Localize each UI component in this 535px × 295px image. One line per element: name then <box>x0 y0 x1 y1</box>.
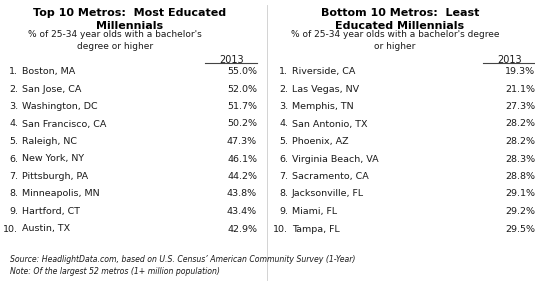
Text: Miami, FL: Miami, FL <box>292 207 337 216</box>
Text: Boston, MA: Boston, MA <box>22 67 75 76</box>
Text: 4.: 4. <box>9 119 18 129</box>
Text: 5.: 5. <box>9 137 18 146</box>
Text: Washington, DC: Washington, DC <box>22 102 97 111</box>
Text: 28.8%: 28.8% <box>505 172 535 181</box>
Text: 29.2%: 29.2% <box>505 207 535 216</box>
Text: Austin, TX: Austin, TX <box>22 224 70 234</box>
Text: 43.8%: 43.8% <box>227 189 257 199</box>
Text: Bottom 10 Metros:  Least
Educated Millennials: Bottom 10 Metros: Least Educated Millenn… <box>321 8 479 31</box>
Text: Pittsburgh, PA: Pittsburgh, PA <box>22 172 88 181</box>
Text: Phoenix, AZ: Phoenix, AZ <box>292 137 349 146</box>
Text: 51.7%: 51.7% <box>227 102 257 111</box>
Text: Hartford, CT: Hartford, CT <box>22 207 80 216</box>
Text: 10.: 10. <box>3 224 18 234</box>
Text: 43.4%: 43.4% <box>227 207 257 216</box>
Text: 8.: 8. <box>279 189 288 199</box>
Text: 7.: 7. <box>9 172 18 181</box>
Text: 28.3%: 28.3% <box>505 155 535 163</box>
Text: 9.: 9. <box>9 207 18 216</box>
Text: 5.: 5. <box>279 137 288 146</box>
Text: 8.: 8. <box>9 189 18 199</box>
Text: 9.: 9. <box>279 207 288 216</box>
Text: 29.5%: 29.5% <box>505 224 535 234</box>
Text: 2013: 2013 <box>220 55 244 65</box>
Text: San Antonio, TX: San Antonio, TX <box>292 119 368 129</box>
Text: 6.: 6. <box>279 155 288 163</box>
Text: 10.: 10. <box>273 224 288 234</box>
Text: 1.: 1. <box>9 67 18 76</box>
Text: 27.3%: 27.3% <box>505 102 535 111</box>
Text: Top 10 Metros:  Most Educated
Millennials: Top 10 Metros: Most Educated Millennials <box>33 8 226 31</box>
Text: 44.2%: 44.2% <box>227 172 257 181</box>
Text: San Jose, CA: San Jose, CA <box>22 84 81 94</box>
Text: 6.: 6. <box>9 155 18 163</box>
Text: 3.: 3. <box>9 102 18 111</box>
Text: Riverside, CA: Riverside, CA <box>292 67 355 76</box>
Text: Virginia Beach, VA: Virginia Beach, VA <box>292 155 379 163</box>
Text: New York, NY: New York, NY <box>22 155 84 163</box>
Text: 28.2%: 28.2% <box>505 137 535 146</box>
Text: 42.9%: 42.9% <box>227 224 257 234</box>
Text: Memphis, TN: Memphis, TN <box>292 102 354 111</box>
Text: 46.1%: 46.1% <box>227 155 257 163</box>
Text: 7.: 7. <box>279 172 288 181</box>
Text: Las Vegas, NV: Las Vegas, NV <box>292 84 359 94</box>
Text: 28.2%: 28.2% <box>505 119 535 129</box>
Text: 50.2%: 50.2% <box>227 119 257 129</box>
Text: 52.0%: 52.0% <box>227 84 257 94</box>
Text: 1.: 1. <box>279 67 288 76</box>
Text: 21.1%: 21.1% <box>505 84 535 94</box>
Text: Note: Of the largest 52 metros (1+ million population): Note: Of the largest 52 metros (1+ milli… <box>10 267 220 276</box>
Text: 2.: 2. <box>279 84 288 94</box>
Text: 3.: 3. <box>279 102 288 111</box>
Text: 2.: 2. <box>9 84 18 94</box>
Text: % of 25-34 year olds with a bachelor's degree
or higher: % of 25-34 year olds with a bachelor's d… <box>291 30 499 51</box>
Text: 47.3%: 47.3% <box>227 137 257 146</box>
Text: 29.1%: 29.1% <box>505 189 535 199</box>
Text: Raleigh, NC: Raleigh, NC <box>22 137 77 146</box>
Text: 19.3%: 19.3% <box>505 67 535 76</box>
Text: Tampa, FL: Tampa, FL <box>292 224 340 234</box>
Text: Minneapolis, MN: Minneapolis, MN <box>22 189 100 199</box>
Text: Source: HeadlightData.com, based on U.S. Census’ American Community Survey (1-Ye: Source: HeadlightData.com, based on U.S.… <box>10 255 355 264</box>
Text: San Francisco, CA: San Francisco, CA <box>22 119 106 129</box>
Text: 4.: 4. <box>279 119 288 129</box>
Text: 2013: 2013 <box>498 55 522 65</box>
Text: % of 25-34 year olds with a bachelor's
degree or higher: % of 25-34 year olds with a bachelor's d… <box>28 30 202 51</box>
Text: Jacksonville, FL: Jacksonville, FL <box>292 189 364 199</box>
Text: 55.0%: 55.0% <box>227 67 257 76</box>
Text: Sacramento, CA: Sacramento, CA <box>292 172 369 181</box>
